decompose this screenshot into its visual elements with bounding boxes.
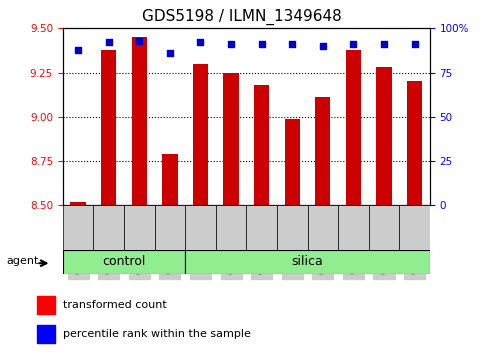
Bar: [193, 64, 208, 205]
Bar: [308, 205, 338, 250]
Text: control: control: [102, 256, 146, 268]
Bar: [277, 205, 308, 250]
Point: [319, 43, 327, 49]
Bar: [185, 250, 430, 274]
Point: [288, 41, 296, 47]
Bar: [124, 205, 155, 250]
Point: [350, 41, 357, 47]
Bar: [162, 154, 177, 205]
Point: [411, 41, 418, 47]
Bar: [93, 205, 124, 250]
Point: [197, 40, 204, 45]
Bar: [101, 50, 116, 205]
Bar: [185, 205, 216, 250]
Bar: [63, 250, 185, 274]
Text: transformed count: transformed count: [63, 299, 167, 310]
Text: GDS5198 / ILMN_1349648: GDS5198 / ILMN_1349648: [142, 9, 341, 25]
Point: [135, 38, 143, 44]
Bar: [246, 205, 277, 250]
Bar: [407, 81, 422, 205]
Bar: [284, 119, 300, 205]
Bar: [369, 205, 399, 250]
Bar: [216, 205, 246, 250]
Bar: [37, 296, 55, 314]
Bar: [346, 50, 361, 205]
Bar: [223, 73, 239, 205]
Point: [74, 47, 82, 52]
Text: agent: agent: [6, 256, 39, 266]
Bar: [376, 67, 392, 205]
Bar: [63, 205, 93, 250]
Text: silica: silica: [292, 256, 324, 268]
Bar: [254, 85, 270, 205]
Bar: [131, 37, 147, 205]
Point: [166, 50, 174, 56]
Point: [380, 41, 388, 47]
Bar: [155, 205, 185, 250]
Bar: [338, 205, 369, 250]
Text: percentile rank within the sample: percentile rank within the sample: [63, 329, 251, 339]
Point: [227, 41, 235, 47]
Point: [258, 41, 266, 47]
Bar: [37, 325, 55, 343]
Point: [105, 40, 113, 45]
Bar: [71, 202, 86, 205]
Bar: [399, 205, 430, 250]
Bar: [315, 97, 330, 205]
